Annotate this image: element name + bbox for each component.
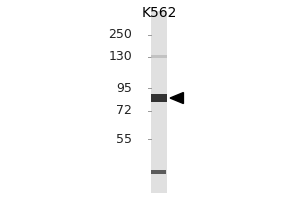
Text: 95: 95 <box>116 82 132 95</box>
Text: 130: 130 <box>108 50 132 63</box>
Bar <box>151 55 166 58</box>
Text: 55: 55 <box>116 133 132 146</box>
Bar <box>151 11 167 193</box>
Text: 72: 72 <box>116 104 132 117</box>
Bar <box>152 170 166 174</box>
Bar <box>151 94 166 102</box>
Text: K562: K562 <box>141 6 177 20</box>
Text: 250: 250 <box>108 28 132 41</box>
Polygon shape <box>170 93 183 104</box>
